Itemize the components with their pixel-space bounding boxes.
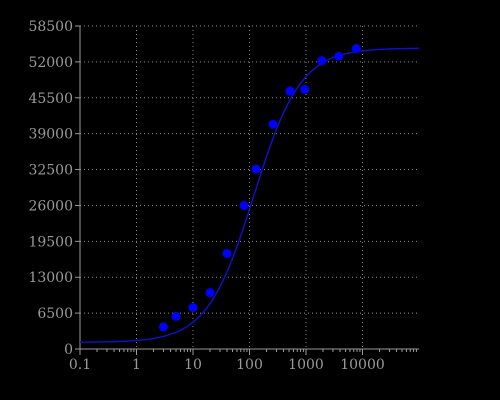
y-tick-label: 6500 [37,306,73,322]
y-tick-label: 45500 [28,91,73,107]
x-tick-label: 10000 [340,357,385,373]
tick-labels: 0 6500 13000 19500 26000 32500 39000 45500 52000… [28,19,384,373]
data-point [188,303,198,313]
data-point [239,200,249,210]
x-tick-label: 100 [236,357,263,373]
fitted-curve-layer [79,47,420,343]
data-point [268,119,278,129]
data-point [171,311,181,321]
data-point [300,84,310,94]
data-point [317,56,327,66]
y-tick-label: 26000 [28,198,73,214]
x-tick-label: 0.1 [69,357,91,373]
data-point [205,288,215,298]
x-tick-label: 10 [184,357,202,373]
y-tick-label: 19500 [28,234,73,250]
data-point [158,322,168,332]
y-tick-label: 58500 [28,19,73,35]
data-point [222,248,232,258]
y-tick-label: 13000 [28,270,73,286]
data-point [351,44,361,54]
y-tick-label: 32500 [28,163,73,179]
data-point [251,164,261,174]
y-tick-label: 0 [64,342,73,358]
fitted-curve [79,47,420,343]
axes [75,25,419,355]
gridlines [80,25,419,349]
x-tick-label: 1000 [288,357,324,373]
y-tick-label: 52000 [28,55,73,71]
data-point [334,51,344,61]
y-tick-label: 39000 [28,127,73,143]
x-tick-label: 1 [132,357,141,373]
data-points [158,44,361,332]
data-point [285,86,295,96]
